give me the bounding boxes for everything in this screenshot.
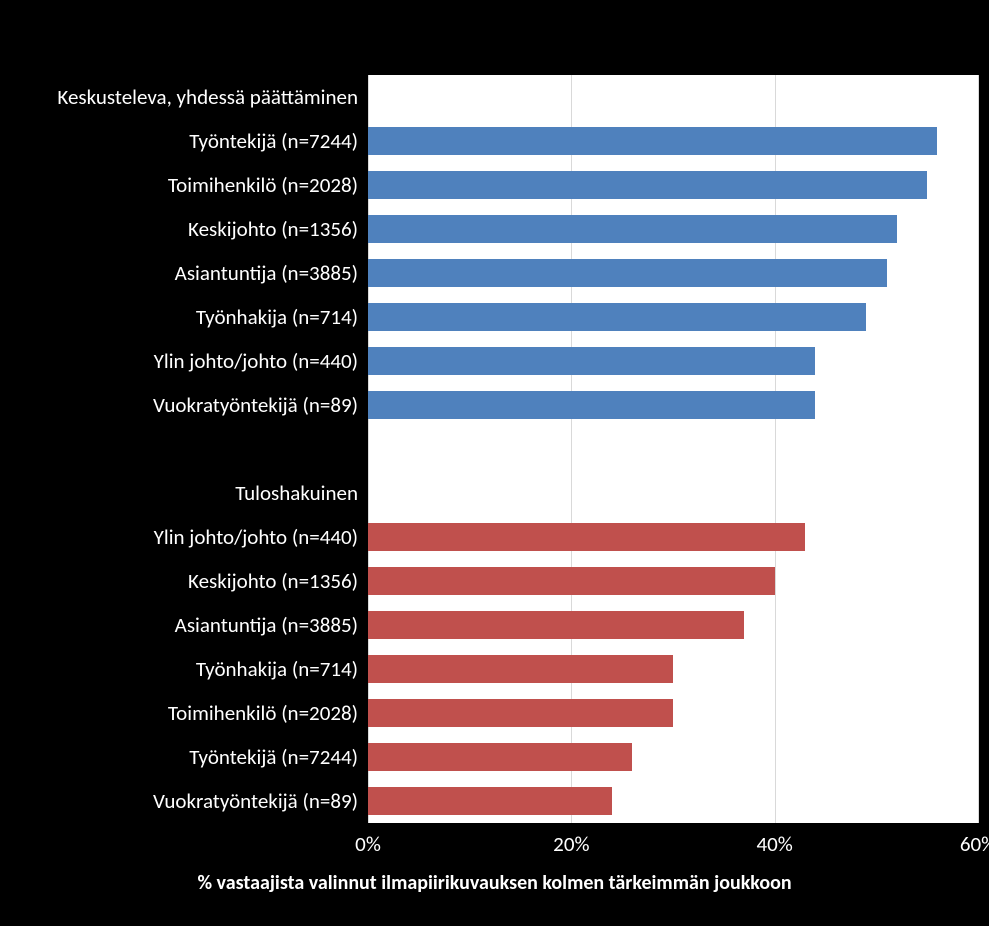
plot-cell <box>368 471 978 515</box>
plot-cell <box>368 251 978 295</box>
x-axis: 0%20%40%60% <box>368 823 978 863</box>
plot-cell <box>368 339 978 383</box>
bar-row: Keskijohto (n=1356) <box>10 207 980 251</box>
bar <box>368 127 937 155</box>
category-label: Vuokratyöntekijä (n=89) <box>10 788 368 814</box>
bar-row: Työntekijä (n=7244) <box>10 119 980 163</box>
category-label: Ylin johto/johto (n=440) <box>10 348 368 374</box>
bar-row: Toimihenkilö (n=2028) <box>10 163 980 207</box>
group-header-label: Keskusteleva, yhdessä päättäminen <box>10 84 368 110</box>
category-label: Työnhakija (n=714) <box>10 656 368 682</box>
x-axis-title: % vastaajista valinnut ilmapiirikuvaukse… <box>0 871 989 895</box>
group-header-label: Tuloshakuinen <box>10 480 368 506</box>
group-spacer <box>10 427 980 471</box>
bar <box>368 743 632 771</box>
bar-row: Työnhakija (n=714) <box>10 295 980 339</box>
x-tick-label: 20% <box>553 831 589 857</box>
category-label: Asiantuntija (n=3885) <box>10 260 368 286</box>
bar <box>368 347 815 375</box>
bar-row: Ylin johto/johto (n=440) <box>10 515 980 559</box>
plot-cell <box>368 603 978 647</box>
bar <box>368 523 805 551</box>
plot-cell <box>368 691 978 735</box>
x-tick-label: 60% <box>960 831 989 857</box>
bar <box>368 303 866 331</box>
category-label: Keskijohto (n=1356) <box>10 568 368 594</box>
bar <box>368 171 927 199</box>
group-header: Tuloshakuinen <box>10 471 980 515</box>
bar-row: Asiantuntija (n=3885) <box>10 251 980 295</box>
plot-cell <box>368 647 978 691</box>
plot-cell <box>368 383 978 427</box>
plot-cell <box>368 735 978 779</box>
category-label: Asiantuntija (n=3885) <box>10 612 368 638</box>
x-tick-label: 40% <box>757 831 793 857</box>
category-label: Toimihenkilö (n=2028) <box>10 700 368 726</box>
plot-cell <box>368 75 978 119</box>
bar <box>368 655 673 683</box>
plot-cell <box>368 119 978 163</box>
bar <box>368 787 612 815</box>
bar <box>368 699 673 727</box>
bar-row: Työnhakija (n=714) <box>10 647 980 691</box>
bar-chart: Keskusteleva, yhdessä päättäminen Työntek… <box>10 75 980 823</box>
plot-cell <box>368 207 978 251</box>
category-label: Toimihenkilö (n=2028) <box>10 172 368 198</box>
group-header: Keskusteleva, yhdessä päättäminen <box>10 75 980 119</box>
x-tick-label: 0% <box>355 831 381 857</box>
bar-row: Ylin johto/johto (n=440) <box>10 339 980 383</box>
category-label: Ylin johto/johto (n=440) <box>10 524 368 550</box>
bar-row: Työntekijä (n=7244) <box>10 735 980 779</box>
plot-cell <box>368 427 978 471</box>
bar <box>368 215 897 243</box>
plot-cell <box>368 779 978 823</box>
bar-row: Asiantuntija (n=3885) <box>10 603 980 647</box>
category-label: Työntekijä (n=7244) <box>10 744 368 770</box>
plot-cell <box>368 559 978 603</box>
bar <box>368 391 815 419</box>
plot-cell <box>368 515 978 559</box>
bar-row: Toimihenkilö (n=2028) <box>10 691 980 735</box>
bar <box>368 611 744 639</box>
bar-row: Keskijohto (n=1356) <box>10 559 980 603</box>
plot-cell <box>368 163 978 207</box>
category-label: Työntekijä (n=7244) <box>10 128 368 154</box>
plot-cell <box>368 295 978 339</box>
category-label: Vuokratyöntekijä (n=89) <box>10 392 368 418</box>
bar-row: Vuokratyöntekijä (n=89) <box>10 383 980 427</box>
category-label: Työnhakija (n=714) <box>10 304 368 330</box>
bar <box>368 567 775 595</box>
bar-row: Vuokratyöntekijä (n=89) <box>10 779 980 823</box>
chart-rows: Keskusteleva, yhdessä päättäminen Työntek… <box>10 75 980 823</box>
bar <box>368 259 887 287</box>
category-label: Keskijohto (n=1356) <box>10 216 368 242</box>
